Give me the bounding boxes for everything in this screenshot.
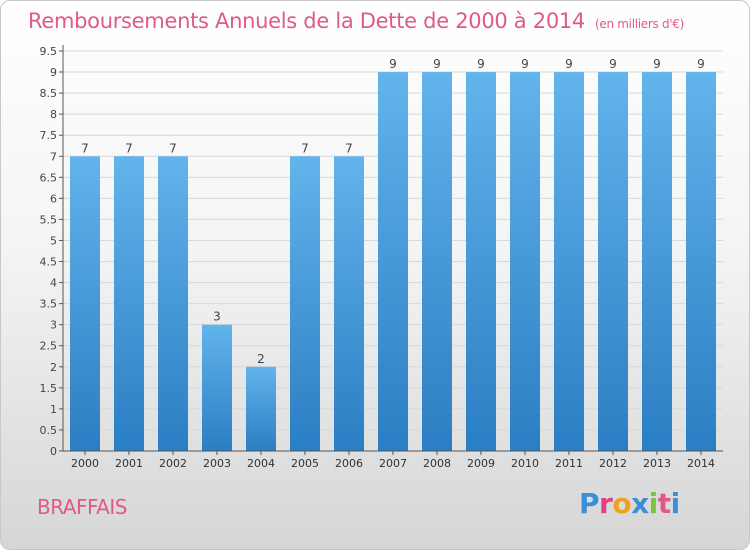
bar-2003 (202, 324, 232, 451)
x-tick-label: 2005 (291, 457, 319, 470)
x-tick-label: 2011 (555, 457, 583, 470)
data-label: 7 (169, 141, 177, 155)
x-tick-label: 2001 (115, 457, 143, 470)
bar-2002 (158, 156, 188, 451)
data-label: 9 (653, 57, 661, 71)
y-tick-label: 5.5 (40, 213, 58, 226)
bar-2010 (510, 72, 540, 451)
data-label: 3 (213, 310, 221, 324)
data-label: 9 (697, 57, 705, 71)
x-tick-label: 2007 (379, 457, 407, 470)
data-label: 9 (565, 57, 573, 71)
logo-letter: o (612, 487, 632, 520)
bars (70, 72, 716, 451)
data-label: 9 (389, 57, 397, 71)
y-tick-label: 9 (50, 66, 57, 79)
y-tick-label: 3 (50, 319, 57, 332)
bar-2013 (642, 72, 672, 451)
x-tick-label: 2009 (467, 457, 495, 470)
y-tick-label: 3.5 (40, 298, 58, 311)
data-label: 9 (477, 57, 485, 71)
data-label: 7 (125, 141, 133, 155)
y-tick-label: 5 (50, 234, 57, 247)
x-tick-label: 2013 (643, 457, 671, 470)
bar-2014 (686, 72, 716, 451)
bar-2004 (246, 366, 276, 451)
y-tick-label: 1.5 (40, 382, 58, 395)
y-tick-label: 4 (50, 277, 57, 290)
chart-unit-label: (en milliers d'€) (595, 17, 685, 31)
data-label: 9 (521, 57, 529, 71)
y-tick-label: 6.5 (40, 171, 58, 184)
y-tick-label: 7 (50, 150, 57, 163)
y-tick-label: 8.5 (40, 87, 58, 100)
data-label: 7 (81, 141, 89, 155)
bar-2006 (334, 156, 364, 451)
x-tick-label: 2014 (687, 457, 715, 470)
x-tick-label: 2012 (599, 457, 627, 470)
x-tick-label: 2000 (71, 457, 99, 470)
data-label: 2 (257, 352, 265, 366)
axes (59, 45, 723, 455)
y-tick-label: 1 (50, 403, 57, 416)
data-label: 7 (301, 141, 309, 155)
logo-letter: i (670, 487, 681, 520)
chart-title: Remboursements Annuels de la Dette de 20… (28, 9, 684, 33)
x-tick-label: 2002 (159, 457, 187, 470)
y-tick-label: 2.5 (40, 340, 58, 353)
logo-letter: i (648, 487, 659, 520)
x-tick-label: 2003 (203, 457, 231, 470)
data-label: 9 (609, 57, 617, 71)
labels: 0 0.5 1 1.5 2 2.5 3 3.5 4 4.5 5 5.5 6 6.5 7 7.5 8 8.5 9 9.5… (40, 45, 716, 470)
bar-2005 (290, 156, 320, 451)
y-tick-label: 7.5 (40, 129, 58, 142)
y-tick-label: 0.5 (40, 424, 58, 437)
logo-letter: r (599, 487, 613, 520)
y-tick-label: 0 (50, 445, 57, 458)
proxiti-logo[interactable]: Proxiti (579, 487, 680, 520)
data-label: 9 (433, 57, 441, 71)
y-tick-label: 9.5 (40, 45, 58, 58)
logo-letter: P (579, 487, 600, 520)
x-tick-label: 2008 (423, 457, 451, 470)
chart-title-text: Remboursements Annuels de la Dette de 20… (28, 9, 585, 33)
y-tick-label: 6 (50, 192, 57, 205)
x-tick-label: 2004 (247, 457, 275, 470)
bar-2011 (554, 72, 584, 451)
x-tick-label: 2006 (335, 457, 363, 470)
bar-2012 (598, 72, 628, 451)
bar-2000 (70, 156, 100, 451)
bar-2008 (422, 72, 452, 451)
y-tick-label: 8 (50, 108, 57, 121)
logo-letter: x (631, 487, 649, 520)
y-tick-label: 2 (50, 361, 57, 374)
logo-letter: t (657, 487, 671, 520)
data-label: 7 (345, 141, 353, 155)
bar-2009 (466, 72, 496, 451)
commune-name: BRAFFAIS (37, 495, 127, 519)
y-tick-label: 4.5 (40, 256, 58, 269)
bar-2007 (378, 72, 408, 451)
bar-2001 (114, 156, 144, 451)
x-tick-label: 2010 (511, 457, 539, 470)
